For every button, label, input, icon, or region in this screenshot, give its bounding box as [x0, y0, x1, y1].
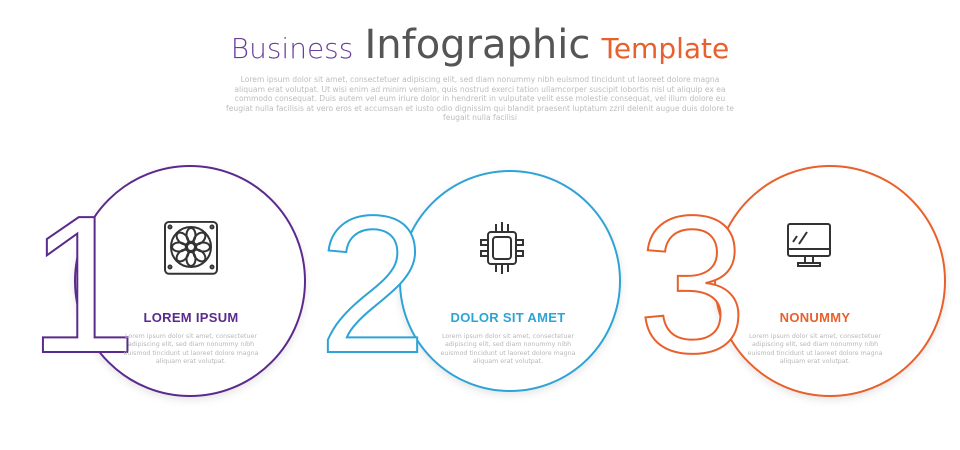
title-business: Business — [230, 32, 354, 65]
step-2-number: 2 — [318, 175, 427, 394]
step-1-heading: LOREM IPSUM — [143, 310, 239, 325]
title-infographic: Infographic — [364, 22, 591, 68]
step-3-body: Lorem ipsum dolor sit amet, consectetuer… — [747, 333, 883, 365]
step-2-circle — [399, 170, 621, 392]
step-3-circle — [714, 165, 946, 397]
processor-chip-icon — [480, 222, 524, 274]
step-3-number: 3 — [638, 175, 747, 394]
title-template: Template — [601, 32, 730, 65]
step-3-heading: NONUMMY — [779, 310, 851, 325]
step-1-number: 1 — [28, 175, 137, 394]
step-1-circle — [74, 165, 306, 397]
page-title: Business Infographic Template — [0, 22, 960, 68]
step-1-body: Lorem ipsum dolor sit amet, consectetuer… — [123, 333, 259, 365]
cooling-fan-icon — [164, 220, 218, 275]
step-2-heading: DOLOR SIT AMET — [450, 310, 566, 325]
computer-monitor-icon — [787, 223, 831, 267]
step-3-text: NONUMMY Lorem ipsum dolor sit amet, cons… — [740, 310, 890, 366]
step-2-body: Lorem ipsum dolor sit amet, consectetuer… — [440, 333, 576, 365]
step-1-text: LOREM IPSUM Lorem ipsum dolor sit amet, … — [116, 310, 266, 366]
step-2-text: DOLOR SIT AMET Lorem ipsum dolor sit ame… — [433, 310, 583, 366]
intro-paragraph: Lorem ipsum dolor sit amet, consectetuer… — [226, 75, 734, 123]
